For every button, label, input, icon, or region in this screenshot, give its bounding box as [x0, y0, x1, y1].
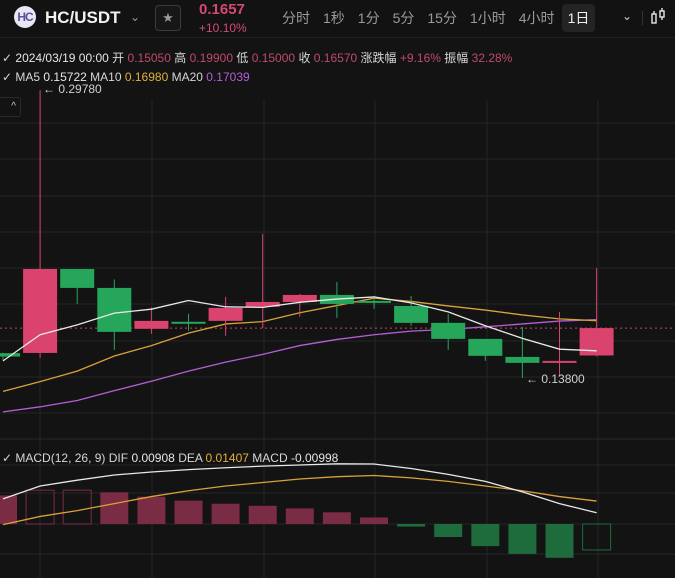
pair-selector[interactable]: HC/USDT: [45, 8, 121, 27]
interval-tab-15m[interactable]: 15分: [427, 10, 457, 26]
open-value: 0.15050: [127, 51, 171, 65]
ma5-value: 0.15722: [43, 70, 87, 84]
interval-tab-4h[interactable]: 4小时: [518, 10, 555, 26]
divider: [642, 11, 643, 25]
more-intervals-chevron-icon[interactable]: ⌄: [622, 9, 633, 23]
chevron-down-icon[interactable]: ⌄: [130, 10, 141, 24]
ohlc-info-bar: ✓ 2024/03/19 00:00 开 0.15050 高 0.19900 低…: [2, 51, 513, 65]
ma-info-bar: ✓ MA5 0.15722 MA10 0.16980 MA20 0.17039: [2, 70, 250, 84]
interval-tab-timeline[interactable]: 分时: [282, 10, 310, 26]
star-icon: ★: [162, 10, 174, 25]
dea-value: 0.01407: [205, 451, 249, 465]
ma10-value: 0.16980: [124, 70, 169, 84]
candlestick-icon: [651, 8, 665, 24]
interval-tab-5m[interactable]: 5分: [392, 10, 415, 26]
macd-value: -0.00998: [290, 451, 339, 465]
amplitude-value: 32.28%: [471, 51, 513, 65]
close-value: 0.16570: [313, 51, 358, 65]
macd-info-bar: ✓ MACD(12, 26, 9) DIF 0.00908 DEA 0.0140…: [2, 451, 339, 465]
ma20-value: 0.17039: [206, 70, 250, 84]
dif-value: 0.00908: [131, 451, 175, 465]
low-value: 0.15000: [251, 51, 296, 65]
interval-tab-1m[interactable]: 1分: [357, 10, 380, 26]
last-price: 0.1657: [199, 1, 245, 18]
chart-type-button[interactable]: [650, 8, 668, 29]
change-value: +9.16%: [399, 51, 441, 65]
interval-tab-1h[interactable]: 1小时: [469, 10, 506, 26]
max-price-marker: ← 0.29780: [43, 82, 102, 96]
high-value: 0.19900: [189, 51, 233, 65]
top-bar: HC HC/USDT ⌄ ★ 0.1657 +10.10% 分时 1秒 1分 5…: [0, 0, 675, 38]
chevron-up-icon: ^: [11, 101, 16, 112]
min-price-marker: ← 0.13800: [526, 372, 585, 386]
collapse-indicators-button[interactable]: ^: [0, 97, 21, 117]
interval-tabs: 分时 1秒 1分 5分 15分 1小时 4小时 1日: [276, 4, 596, 32]
favorite-star-button[interactable]: ★: [155, 5, 181, 31]
interval-tab-1s[interactable]: 1秒: [323, 10, 345, 26]
candle-date: 2024/03/19 00:00: [15, 51, 109, 65]
coin-logo-icon: HC: [14, 6, 36, 28]
interval-tab-1d[interactable]: 1日: [561, 4, 596, 32]
price-change-pct: +10.10%: [199, 21, 247, 35]
